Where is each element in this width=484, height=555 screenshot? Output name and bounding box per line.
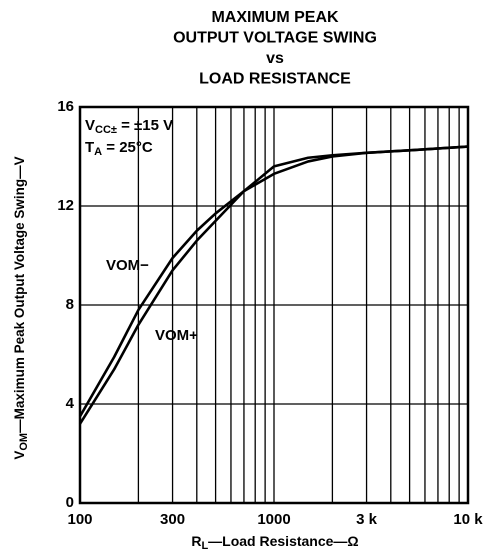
chart-title: MAXIMUM PEAK xyxy=(211,9,339,26)
x-tick-label: 10 k xyxy=(453,511,483,528)
y-axis-label-part: V xyxy=(12,451,27,460)
annotation-part: V xyxy=(85,117,95,134)
series-label: VOM− xyxy=(106,257,149,274)
x-tick-label: 300 xyxy=(160,511,185,528)
annotation-part: = ±15 V xyxy=(117,117,173,134)
annotation: TA = 25°C xyxy=(85,139,153,158)
x-axis-label-part: —Load Resistance—Ω xyxy=(208,533,359,549)
x-tick-label: 100 xyxy=(67,511,92,528)
series-line xyxy=(78,145,469,425)
chart-title: vs xyxy=(266,50,284,67)
annotation-part: = 25°C xyxy=(102,139,153,156)
y-tick-label: 8 xyxy=(66,296,74,313)
plot-frame xyxy=(78,105,470,505)
x-tick-label: 3 k xyxy=(356,511,378,528)
x-axis-label-part: R xyxy=(191,533,201,549)
x-axis-label-part: L xyxy=(201,540,208,552)
x-tick-label: 1000 xyxy=(257,511,290,528)
x-axis-label: RL—Load Resistance—Ω xyxy=(191,533,358,552)
y-tick-label: 0 xyxy=(66,494,74,511)
y-tick-label: 4 xyxy=(66,395,75,412)
chart-title: LOAD RESISTANCE xyxy=(199,71,351,88)
y-axis-label: VOM—Maximum Peak Output Voltage Swing—V xyxy=(12,156,30,459)
annotation-part: CC± xyxy=(95,124,117,136)
annotation-part: A xyxy=(94,146,102,158)
y-tick-label: 16 xyxy=(57,98,74,115)
series-label: VOM+ xyxy=(155,327,198,344)
chart-title: OUTPUT VOLTAGE SWING xyxy=(173,30,377,47)
y-axis-label-part: OM xyxy=(18,433,30,451)
annotation-part: T xyxy=(85,139,94,156)
y-axis-label-part: —Maximum Peak Output Voltage Swing—V xyxy=(12,156,27,433)
y-tick-label: 12 xyxy=(57,197,74,214)
annotation: VCC± = ±15 V xyxy=(85,117,173,136)
